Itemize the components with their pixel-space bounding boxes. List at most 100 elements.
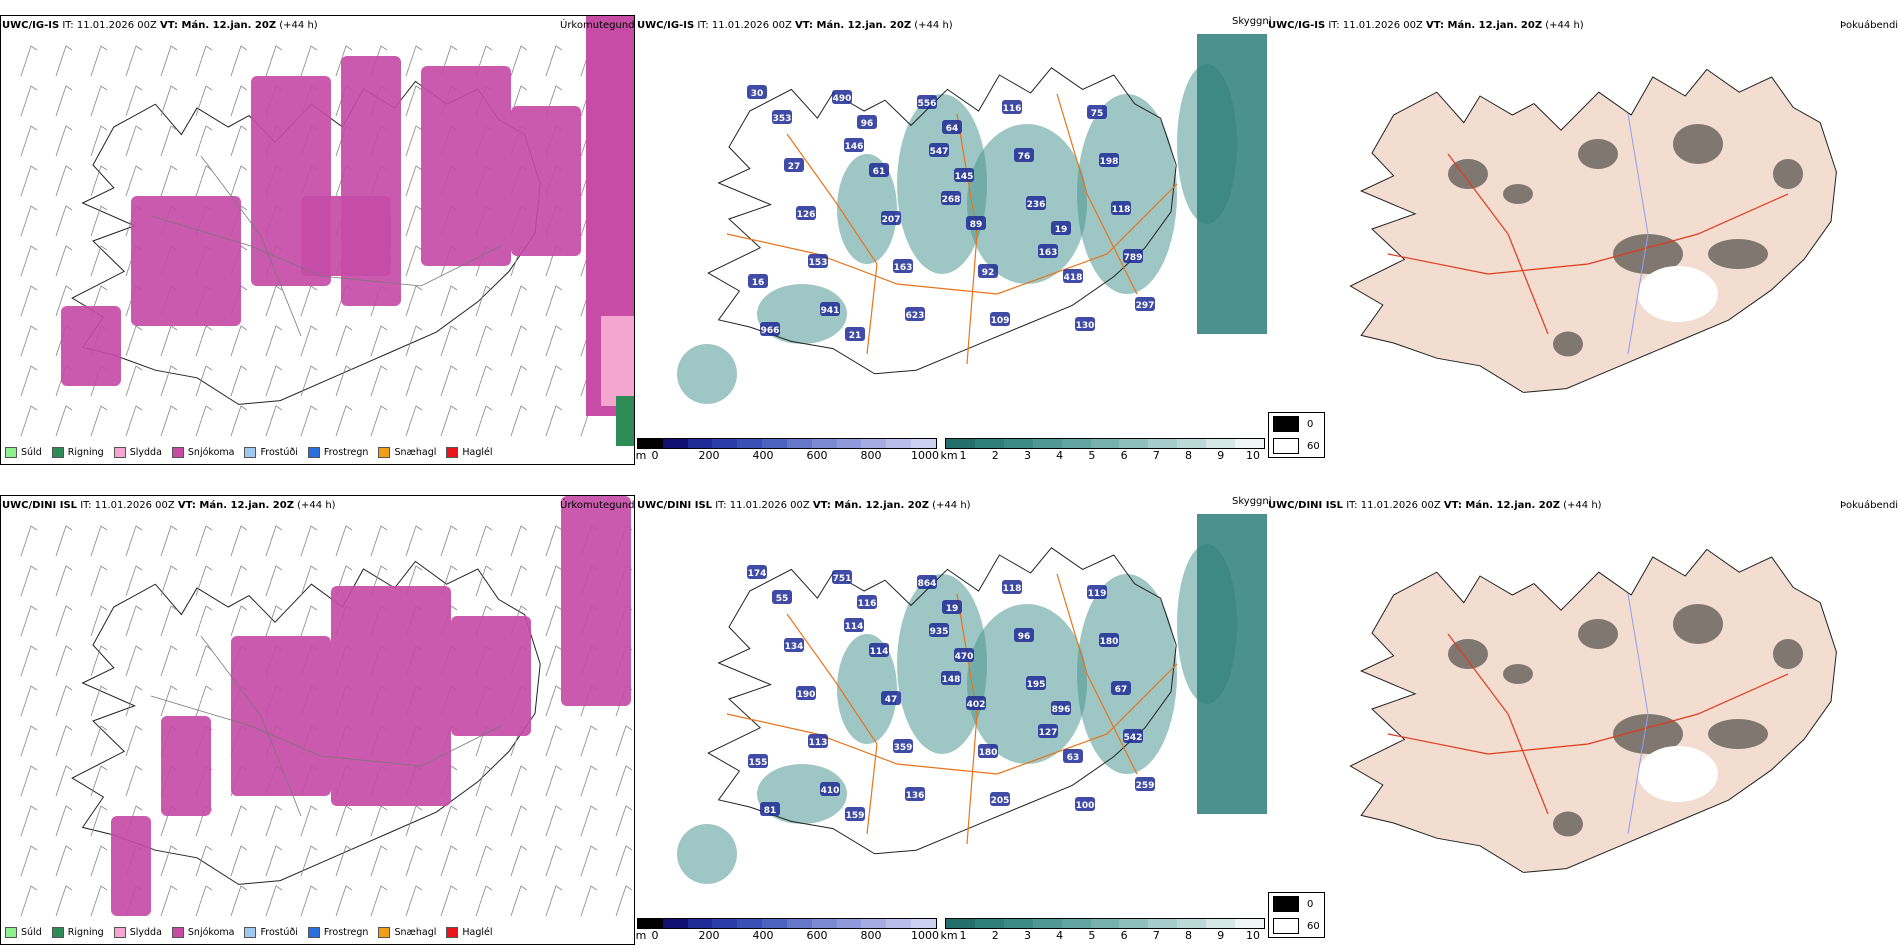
wind-barb [230, 405, 248, 437]
visibility-colorbar-segment [946, 919, 975, 928]
cloudbase-colorbar-tick-label: 200 [698, 929, 720, 942]
wind-barb [90, 565, 108, 597]
legend-label: Haglél [462, 447, 493, 458]
fog-legend-2: 0 60 [1268, 892, 1325, 938]
legend-item: Haglél [446, 447, 493, 458]
legend-label: Frostregn [323, 927, 369, 938]
wind-barb [90, 805, 108, 837]
legend-swatch [378, 927, 391, 938]
wind-barb [615, 765, 633, 797]
legend-label: Snæhagl [394, 447, 437, 458]
wind-barb [300, 805, 318, 837]
wind-barb [545, 365, 563, 397]
cloud-base-label: 789 [1124, 253, 1143, 263]
wind-barb [405, 245, 423, 277]
legend-item: Súld [5, 927, 42, 938]
precip-type-panel-1: Súld Rigning Slydda Snjókoma Frostúði Frostre… [0, 15, 635, 465]
cloud-base-marker [832, 570, 852, 584]
snowfall-area [301, 196, 391, 276]
cloud-base-marker [857, 115, 877, 129]
road-line [150, 695, 502, 767]
cloud-map-2: 174 114 148 127 259 751 935 195 542 410 864 96 67 113… [677, 514, 1267, 884]
cloudbase-colorbar-tick-label: 800 [860, 449, 882, 462]
cloud-base-marker [1087, 585, 1107, 599]
cloudbase-colorbar-tick-label: 0 [651, 929, 659, 942]
wind-barb [230, 525, 248, 557]
wind-barb [195, 525, 213, 557]
cloudbase-colorbar-segment [811, 919, 837, 928]
cloud-type-label-2: Skyggni [1232, 496, 1272, 507]
visibility-colorbar-segment [974, 439, 1004, 448]
visibility-colorbar-ticks: km 1 2 3 4 5 6 7 8 9 10 [940, 449, 1265, 462]
wind-barb [580, 765, 598, 797]
legend-label: Frostregn [323, 447, 369, 458]
fog-map-1 [1349, 68, 1837, 393]
wind-barb [545, 565, 563, 597]
visibility-colorbar-tick-label: 5 [1088, 449, 1096, 462]
legend-item: Súld [5, 447, 42, 458]
legend-item: Frostúði [244, 447, 298, 458]
cloud-base-marker [1002, 580, 1022, 594]
cloud-base-label: 76 [1018, 152, 1031, 162]
wind-barb [475, 885, 493, 917]
wind-barb [545, 765, 563, 797]
cloud-base-label: 136 [906, 791, 925, 801]
visibility-colorbar-ticks: km 1 2 3 4 5 6 7 8 9 10 [940, 929, 1265, 942]
wind-barb [545, 645, 563, 677]
cloudbase-colorbar-segment [911, 439, 936, 448]
wind-barb [335, 45, 353, 77]
wind-barb [160, 525, 178, 557]
visibility-colorbar-tick-label: 9 [1217, 929, 1225, 942]
wind-barb [195, 685, 213, 717]
wind-barb [545, 45, 563, 77]
cloudbase-colorbar-segment [861, 919, 887, 928]
fog-area [1773, 639, 1803, 669]
cloud-base-marker [1075, 317, 1095, 331]
wind-barb [20, 525, 38, 557]
legend-item: Frostregn [307, 927, 369, 938]
legend-swatch [51, 927, 64, 938]
visibility-colorbar-segment [1119, 439, 1149, 448]
wind-barb [125, 645, 143, 677]
cloudbase-colorbar-unit: m [635, 449, 647, 462]
wind-barb [370, 885, 388, 917]
wind-barb [90, 725, 108, 757]
legend-swatch [171, 447, 184, 458]
wind-barb [90, 685, 108, 717]
cloud-type-label-1: Skyggni [1232, 16, 1272, 27]
legend-label: Haglél [462, 927, 493, 938]
visibility-colorbar-segment [1032, 919, 1062, 928]
wind-barb [545, 805, 563, 837]
cloudbase-colorbar-segment [786, 439, 812, 448]
wind-barb [20, 325, 38, 357]
wind-barb [55, 885, 73, 917]
wind-barb [195, 405, 213, 437]
wind-barb [335, 365, 353, 397]
legend-swatch [307, 447, 320, 458]
cloud-base-marker [747, 85, 767, 99]
fog-area [1708, 719, 1768, 749]
wind-barb [195, 565, 213, 597]
road-line [200, 155, 302, 337]
legend-swatch [446, 927, 459, 938]
fog-area [1773, 159, 1803, 189]
wind-barb [55, 645, 73, 677]
cloudbase-colorbar-tick-label: 400 [752, 929, 774, 942]
visibility-colorbar-tick-label: 6 [1120, 449, 1128, 462]
visibility-colorbar-segment [974, 919, 1004, 928]
wind-barb [405, 165, 423, 197]
legend-item: Snjókoma [171, 447, 234, 458]
precip-type-label-2: Úrkomutegund [560, 500, 635, 511]
visibility-colorbar-bar [945, 438, 1265, 449]
wind-barb [195, 645, 213, 677]
cloudbase-colorbar-segment [836, 439, 862, 448]
wind-barb [405, 85, 423, 117]
cloud-base-marker [1099, 633, 1119, 647]
wind-barb [20, 85, 38, 117]
cloud-base-marker [917, 575, 937, 589]
fog-area [1503, 184, 1533, 204]
cloud-base-marker [1123, 249, 1143, 263]
legend-swatch [307, 927, 320, 938]
wind-barb [125, 165, 143, 197]
wind-barb [55, 45, 73, 77]
